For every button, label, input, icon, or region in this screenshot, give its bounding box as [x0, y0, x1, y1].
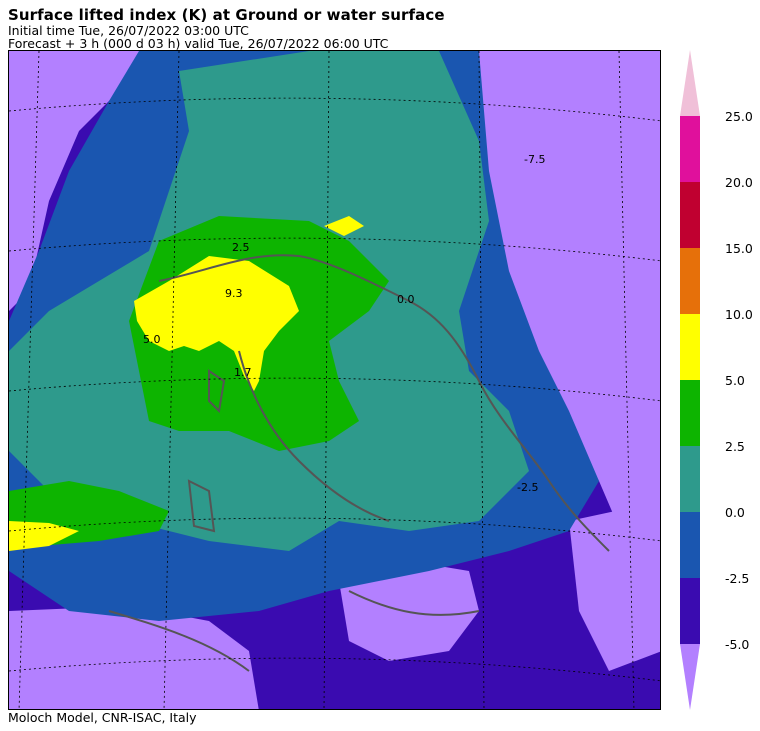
colorbar-below-min — [680, 644, 700, 710]
colorbar-5-10 — [680, 314, 700, 380]
colorbar-label-10: 10.0 — [725, 307, 753, 322]
graticule — [9, 51, 660, 709]
colorbar — [680, 50, 760, 715]
colorbar-label-5: 5.0 — [725, 373, 745, 388]
colorbar-2-5-5 — [680, 380, 700, 446]
contour-label-minus2-5: -2.5 — [517, 481, 538, 494]
contour-label-9-3: 9.3 — [225, 287, 243, 300]
area-lt-minus5-east — [479, 51, 660, 570]
area-lt-minus5-se — [569, 501, 660, 671]
colorbar-20-25 — [680, 116, 700, 182]
colorbar-10-15 — [680, 248, 700, 314]
area-yellow-west — [9, 521, 79, 551]
colorbar-label-25: 25.0 — [725, 109, 753, 124]
contour-label-1-7: 1.7 — [234, 366, 252, 379]
area-yellow-italy — [134, 256, 299, 391]
forecast-time-label: Forecast + 3 h (000 d 03 h) valid Tue, 2… — [8, 36, 389, 51]
colorbar-label-20: 20.0 — [725, 175, 753, 190]
colorbar-above-max — [680, 50, 700, 116]
colorbar-minus5-minus2-5 — [680, 578, 700, 644]
contour-label-2-5: 2.5 — [232, 241, 250, 254]
colorbar-minus2-5-0 — [680, 512, 700, 578]
initial-time-label: Initial time Tue, 26/07/2022 03:00 UTC — [8, 23, 249, 38]
area-lt-minus5-sicily — [339, 561, 479, 661]
colorbar-label-2-5: 2.5 — [725, 439, 745, 454]
colorbar-15-20 — [680, 182, 700, 248]
colorbar-label-15: 15.0 — [725, 241, 753, 256]
colorbar-label-minus2-5: -2.5 — [725, 571, 750, 586]
coastlines — [108, 254, 610, 672]
area-yellow-small-ne — [324, 216, 364, 236]
colorbar-label-0: 0.0 — [725, 505, 745, 520]
colorbar-0-2-5 — [680, 446, 700, 512]
model-credit: Moloch Model, CNR-ISAC, Italy — [8, 710, 197, 725]
area-lt-minus5-south — [9, 606, 259, 709]
lifted-index-map: 9.3 5.0 1.7 0.0 -2.5 -7.5 2.5 — [8, 50, 661, 710]
colorbar-label-minus5: -5.0 — [725, 637, 750, 652]
contour-label-minus7-5: -7.5 — [524, 153, 545, 166]
map-title: Surface lifted index (K) at Ground or wa… — [8, 6, 445, 24]
area-lt-minus5-nw — [9, 51, 149, 311]
contour-label-5-0: 5.0 — [143, 333, 161, 346]
contour-label-0-0: 0.0 — [397, 293, 415, 306]
